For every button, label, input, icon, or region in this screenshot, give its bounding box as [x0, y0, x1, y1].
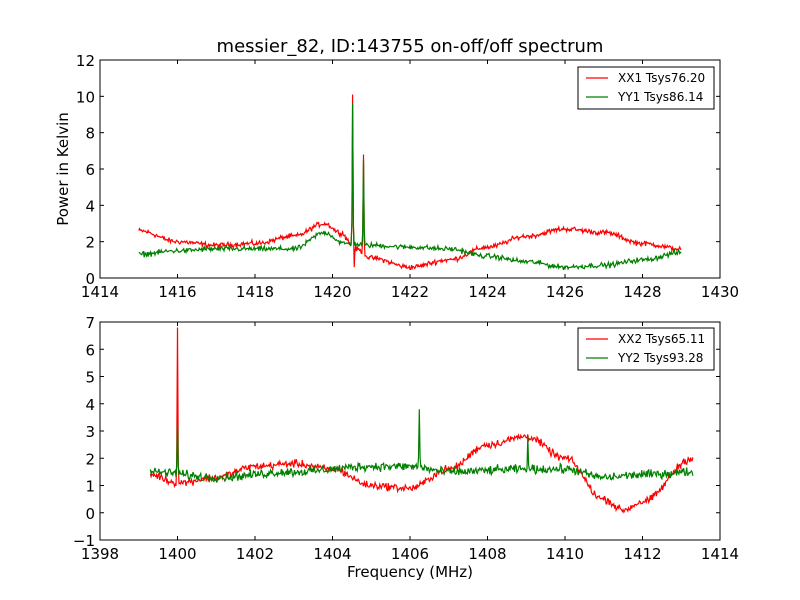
- y-tick-label: 12: [76, 52, 95, 70]
- x-tick-label: 1408: [468, 545, 506, 563]
- y-tick-label: 0: [85, 270, 95, 288]
- x-tick-label: 1418: [236, 283, 274, 301]
- x-tick-label: 1428: [623, 283, 661, 301]
- y-tick-label: 4: [85, 197, 95, 215]
- x-tick-label: 1406: [391, 545, 429, 563]
- y-axis-label: Power in Kelvin: [54, 112, 72, 226]
- legend-entry: YY1 Tsys86.14: [617, 90, 703, 104]
- y-tick-label: 2: [85, 234, 95, 252]
- chart-title: messier_82, ID:143755 on-off/off spectru…: [217, 36, 604, 57]
- series-line-yy1: [138, 103, 682, 271]
- legend-box: [577, 327, 715, 371]
- y-tick-label: 0: [85, 505, 95, 523]
- x-tick-label: 1410: [546, 545, 584, 563]
- y-tick-label: 2: [85, 450, 95, 468]
- legend: XX1 Tsys76.20 YY1 Tsys86.14: [577, 66, 715, 110]
- x-tick-label: 1412: [623, 545, 661, 563]
- y-tick-label: 3: [85, 423, 95, 441]
- x-axis-label: Frequency (MHz): [347, 563, 473, 581]
- bottom-panel: 1398 1400 1402 1404 1406 1408 1410 1412 1414 −1 0 1…: [73, 314, 739, 581]
- series-line-yy2: [149, 409, 694, 484]
- series-line-xx1: [138, 94, 682, 271]
- series-line-xx2: [149, 327, 694, 514]
- legend-entry: XX2 Tsys65.11: [618, 332, 705, 346]
- x-tick-label: 1398: [81, 545, 119, 563]
- x-tick-label: 1424: [468, 283, 506, 301]
- y-tick-label: 8: [85, 125, 95, 143]
- x-tick-label: 1420: [313, 283, 351, 301]
- y-tick-label: 6: [85, 161, 95, 179]
- y-tick-label: 6: [85, 341, 95, 359]
- x-tick-label: 1426: [546, 283, 584, 301]
- legend-entry: XX1 Tsys76.20: [618, 71, 705, 85]
- legend: XX2 Tsys65.11 YY2 Tsys93.28: [577, 327, 715, 371]
- x-tick-label: 1404: [313, 545, 351, 563]
- y-tick-label: 1: [85, 478, 95, 496]
- y-tick-label: 7: [85, 314, 95, 332]
- x-tick-label: 1416: [158, 283, 196, 301]
- x-tick-label: 1414: [701, 545, 739, 563]
- legend-entry: YY2 Tsys93.28: [617, 351, 703, 365]
- x-tick-label: 1430: [701, 283, 739, 301]
- x-tick-label: 1400: [158, 545, 196, 563]
- x-tick-label: 1402: [236, 545, 274, 563]
- y-tick-label: −1: [73, 532, 95, 550]
- y-tick-label: 10: [76, 88, 95, 106]
- top-panel: 1414 1416 1418 1420 1422 1424 1426 1428 1430 0 2 4 6…: [54, 52, 739, 301]
- legend-box: [577, 66, 715, 110]
- y-tick-label: 4: [85, 396, 95, 414]
- y-tick-label: 5: [85, 369, 95, 387]
- x-tick-label: 1414: [81, 283, 119, 301]
- x-tick-label: 1422: [391, 283, 429, 301]
